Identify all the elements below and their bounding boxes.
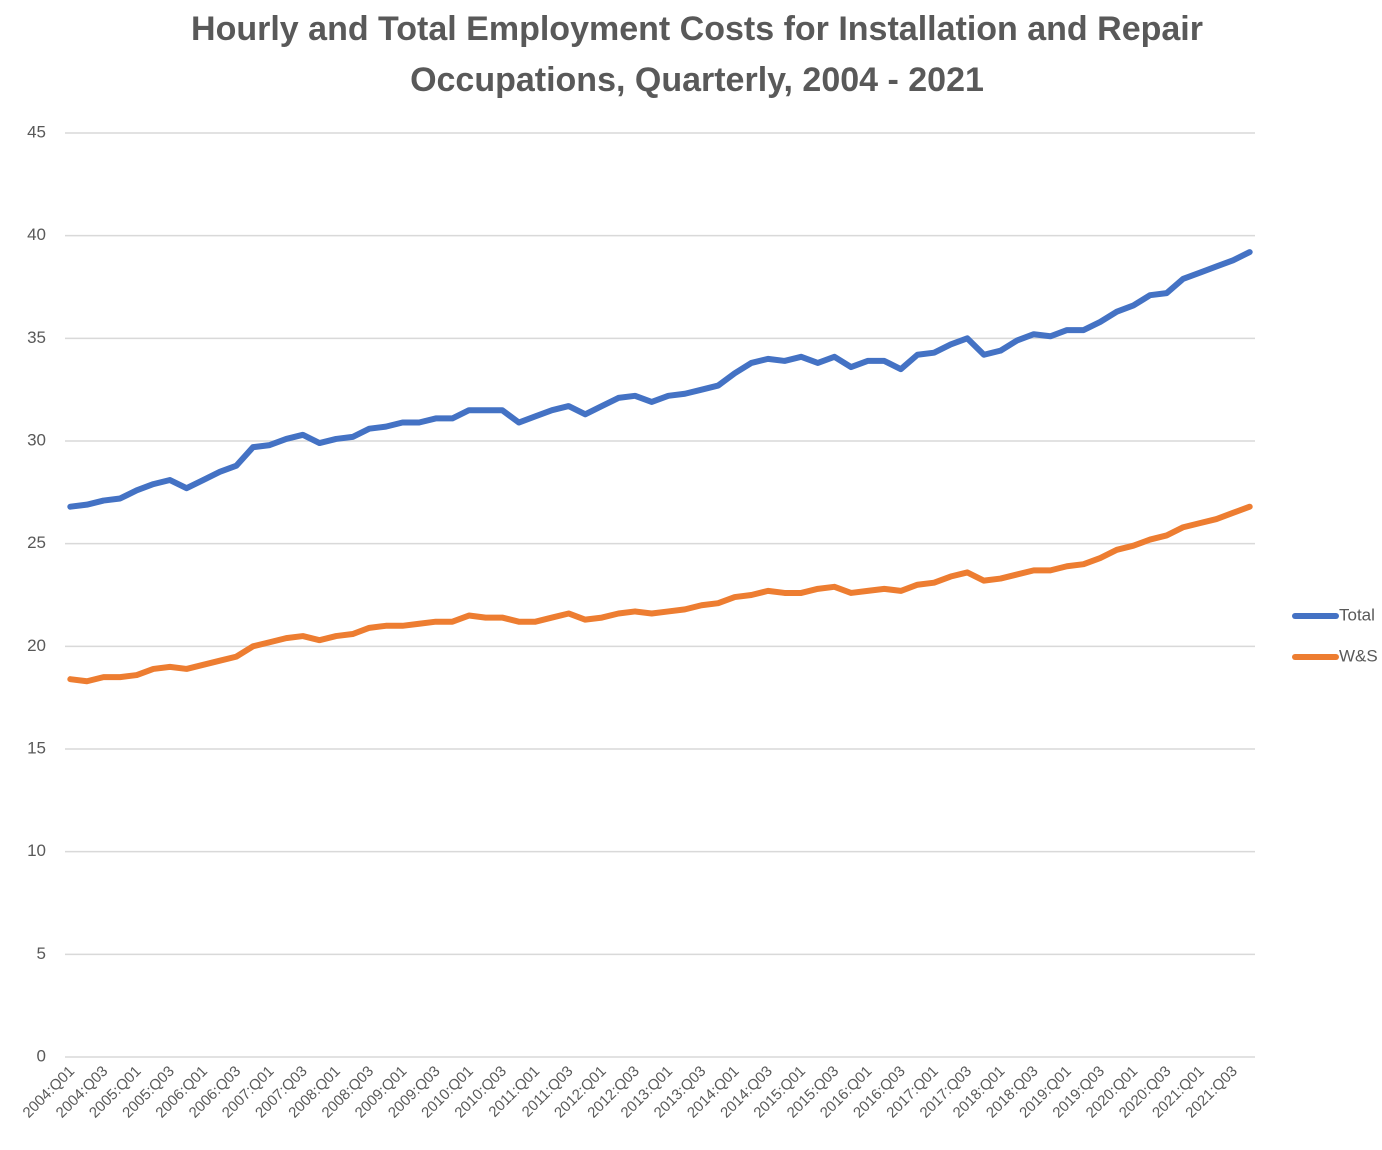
legend-label: Total <box>1339 605 1375 624</box>
y-tick-label: 30 <box>27 430 46 449</box>
series-line <box>67 503 1253 685</box>
y-tick-label: 35 <box>27 328 46 347</box>
y-tick-label: 10 <box>27 841 46 860</box>
y-tick-label: 45 <box>27 122 46 141</box>
chart-title: Occupations, Quarterly, 2004 - 2021 <box>410 61 984 99</box>
y-tick-label: 25 <box>27 533 46 552</box>
y-tick-label: 40 <box>27 225 46 244</box>
y-tick-label: 5 <box>37 944 46 963</box>
y-tick-label: 15 <box>27 738 46 757</box>
y-tick-label: 20 <box>27 636 46 655</box>
y-tick-label: 0 <box>37 1046 46 1065</box>
series-line <box>67 249 1253 510</box>
chart-title: Hourly and Total Employment Costs for In… <box>191 10 1203 48</box>
legend-label: W&S <box>1339 646 1378 665</box>
